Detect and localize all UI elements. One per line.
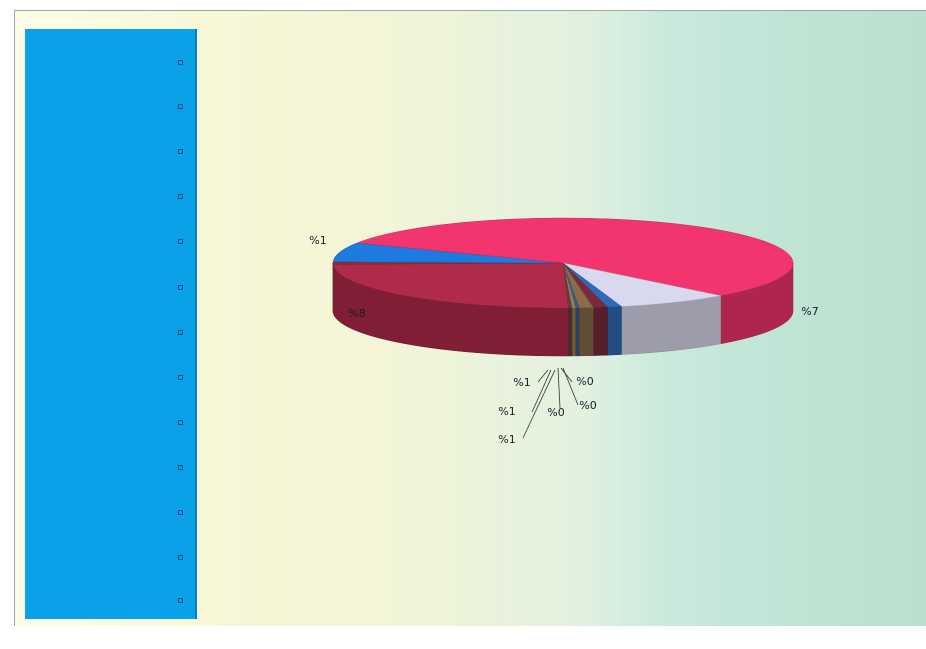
legend-item-6 xyxy=(172,278,183,296)
legend-item-10 xyxy=(172,458,183,476)
legend-swatch-2 xyxy=(178,103,183,109)
legend-item-2 xyxy=(172,97,183,115)
pie-leader-line xyxy=(557,367,561,409)
legend-item-4 xyxy=(172,187,183,205)
pie-leader-line xyxy=(562,367,579,406)
legend-swatch-4 xyxy=(178,193,183,199)
pie-data-label: %0 xyxy=(576,375,593,388)
legend-swatch-8 xyxy=(178,374,183,380)
pie-data-label: %0 xyxy=(547,406,564,419)
legend-swatch-5 xyxy=(178,238,183,244)
pie-side-wall xyxy=(571,307,576,357)
legend-item-1 xyxy=(172,53,183,71)
pie-side-wall xyxy=(575,307,580,357)
legend-swatch-13 xyxy=(178,597,183,603)
legend-item-11 xyxy=(172,503,183,521)
pie-group xyxy=(332,217,794,357)
legend-swatch-7 xyxy=(178,329,183,335)
legend-swatch-12 xyxy=(178,554,183,560)
pie-slice xyxy=(332,262,569,309)
pie-side-wall xyxy=(607,306,622,356)
pie-side-wall xyxy=(568,307,573,357)
legend-item-5 xyxy=(172,232,183,250)
legend-swatch-11 xyxy=(178,509,183,515)
pie-data-label: %1 xyxy=(513,376,530,389)
pie-data-label: %7 xyxy=(801,305,818,318)
pie-slice xyxy=(562,262,721,307)
legend-item-3 xyxy=(172,142,183,160)
legend-item-9 xyxy=(172,413,183,431)
pie-side-wall xyxy=(578,307,594,357)
pie-slice xyxy=(357,217,794,296)
legend-item-8 xyxy=(172,368,183,386)
pie-data-label: %1 xyxy=(498,433,515,446)
legend-item-12 xyxy=(172,548,183,566)
legend-item-13 xyxy=(172,591,183,609)
legend-item-7 xyxy=(172,323,183,341)
legend-swatch-6 xyxy=(178,284,183,290)
pie-leader-line xyxy=(560,367,573,383)
pie-leader-line xyxy=(531,369,552,413)
pie-leader-line xyxy=(522,369,556,439)
pie-data-label: %0 xyxy=(579,399,596,412)
pie-data-label: %1 xyxy=(498,405,515,418)
legend-swatch-1 xyxy=(178,59,183,65)
pie-data-label: %8 xyxy=(348,307,365,320)
legend-swatch-10 xyxy=(178,464,183,470)
legend-swatch-9 xyxy=(178,419,183,425)
legend-swatch-3 xyxy=(178,148,183,154)
pie-side-wall xyxy=(593,306,608,356)
pie-data-label: %1 xyxy=(309,234,326,247)
pie-label-group: %1 %7 %8 %1 %1 %1 %0 %0 %0 xyxy=(309,234,818,446)
pie-leader-line xyxy=(537,369,549,383)
chart-legend xyxy=(25,29,197,619)
